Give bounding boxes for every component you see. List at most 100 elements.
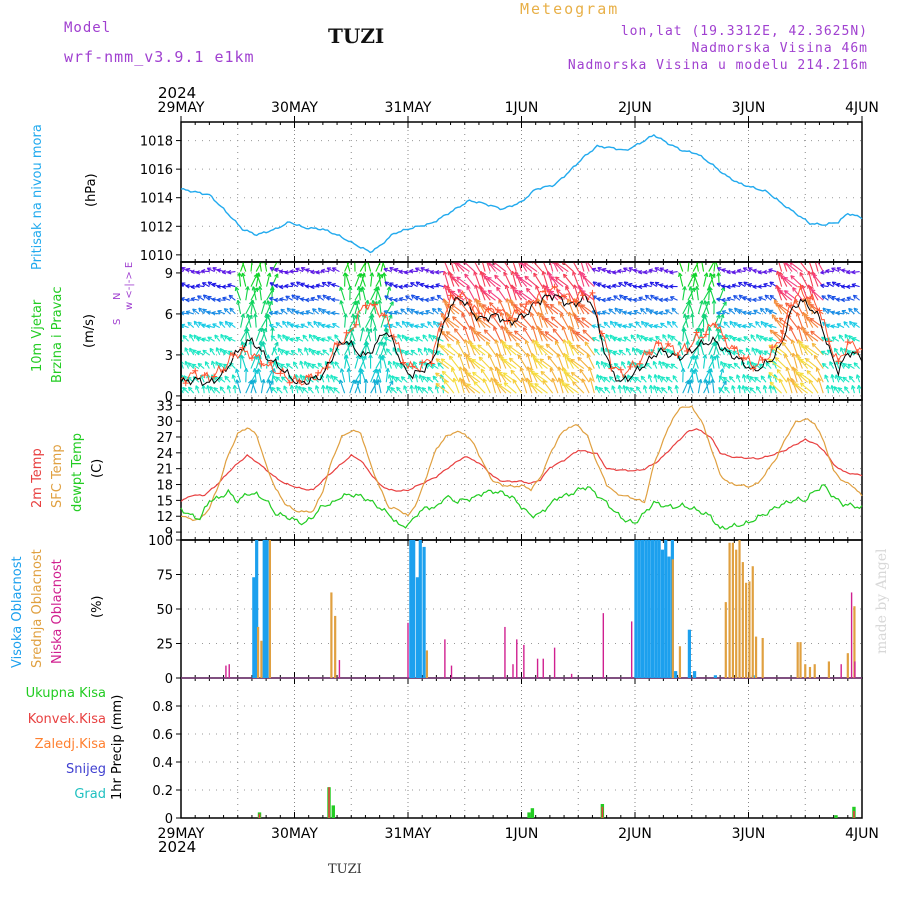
wind-arrow xyxy=(359,327,364,342)
cloud-ytick-label: 50 xyxy=(156,603,173,618)
wind-arrow xyxy=(797,355,809,369)
wind-arrow-head xyxy=(685,340,691,345)
wind-arrow xyxy=(311,363,319,370)
temperature-ytick-label: 12 xyxy=(156,510,173,525)
wind-arrow-head xyxy=(837,387,843,392)
cloud-low-bar xyxy=(444,639,446,678)
wind-arrow xyxy=(276,386,283,394)
wind-arrow-head xyxy=(365,327,371,332)
wind-arrow-head xyxy=(758,363,764,368)
wind-arrow-head xyxy=(458,366,464,371)
wind-arrow-head xyxy=(185,267,191,273)
wind-arrow-head xyxy=(750,334,755,339)
wind-arrow-head xyxy=(500,325,505,330)
wind-arrow xyxy=(596,312,605,315)
wind-arrow-head xyxy=(382,341,387,346)
wind-arrow-head xyxy=(260,379,266,384)
wind-arrow xyxy=(396,386,403,394)
wind-arrow xyxy=(851,271,860,274)
wind-arrow xyxy=(290,350,299,356)
wind-arrow xyxy=(375,262,381,272)
wind-arrow-head xyxy=(424,297,429,303)
wind-arrow xyxy=(572,262,580,272)
wind-arrow-head xyxy=(561,325,567,331)
wind-arrow xyxy=(440,358,455,370)
wind-arrow xyxy=(514,330,528,342)
wind-arrow-head xyxy=(326,324,331,329)
wind-arrow-head xyxy=(847,363,852,369)
wind-arrow xyxy=(588,366,595,383)
wind-arrow-head xyxy=(729,320,734,326)
wind-arrow xyxy=(523,327,533,342)
wind-arrow xyxy=(280,363,288,370)
wind-arrow-head xyxy=(561,366,567,372)
wind-arrow xyxy=(638,297,647,301)
wind-arrow xyxy=(203,294,210,301)
wind-arrow-head xyxy=(417,386,422,391)
wind-arrow-head xyxy=(302,334,307,340)
wind-arrow xyxy=(734,307,741,315)
wind-arrow-head xyxy=(226,385,232,390)
wind-arrow-head xyxy=(532,354,537,360)
wind-arrow-head xyxy=(206,324,211,329)
wind-arrow xyxy=(703,272,708,287)
wind-arrow-head xyxy=(299,310,305,316)
wind-arrow-head xyxy=(334,361,339,366)
wind-arrow xyxy=(853,362,861,369)
wind-arrow xyxy=(577,302,590,315)
wind-arrow-head xyxy=(431,307,437,313)
wind-arrow xyxy=(466,285,476,301)
wind-arrow xyxy=(245,286,249,301)
wind-arrow-head xyxy=(617,384,623,390)
wind-arrow-head xyxy=(412,361,418,366)
wind-arrow xyxy=(219,348,226,356)
wind-arrow-head xyxy=(758,350,764,355)
wind-arrow xyxy=(449,273,460,287)
wind-gust-marker xyxy=(655,340,662,347)
cloud-high-bar xyxy=(660,549,665,678)
wind-arrow xyxy=(802,312,809,328)
wind-arrow xyxy=(858,385,861,394)
wind-arrow xyxy=(811,342,824,356)
pressure-line xyxy=(180,134,863,254)
precip-total-bar xyxy=(527,812,531,818)
wind-arrow xyxy=(212,323,221,329)
wind-arrow-head xyxy=(292,361,298,366)
wind-arrow xyxy=(515,342,528,356)
wind-arrow xyxy=(689,286,694,301)
wind-arrow xyxy=(543,300,554,315)
wind-arrow-head xyxy=(799,340,804,346)
wind-arrow xyxy=(413,361,418,369)
wind-arrow-head xyxy=(354,379,360,384)
wind-arrow xyxy=(691,313,694,328)
wind-arrow xyxy=(827,294,834,301)
wind-arrow xyxy=(727,363,736,370)
wind-arrow-head xyxy=(815,367,821,372)
cloud-mid-bar xyxy=(330,592,333,678)
wind-arrow-head xyxy=(387,385,392,391)
cloud-high-bar xyxy=(409,540,413,678)
wind-arrow xyxy=(281,349,288,356)
wind-arrow xyxy=(257,368,262,383)
wind-arrow xyxy=(540,312,549,328)
wind-arrow xyxy=(737,337,746,342)
wind-arrow-head xyxy=(282,334,287,339)
precip-conv-bar xyxy=(258,813,261,818)
wind-arrow-head xyxy=(536,298,541,303)
wind-arrow xyxy=(738,281,746,288)
wind-arrow xyxy=(534,340,543,356)
wind-arrow-head xyxy=(723,321,728,326)
wind-arrow xyxy=(649,281,658,288)
wind-arrow xyxy=(293,361,299,369)
wind-arrow-head xyxy=(573,284,578,289)
wind-arrow-head xyxy=(190,284,195,290)
wind-arrow-head xyxy=(629,387,635,392)
wind-arrow-head xyxy=(769,294,775,300)
wind-arrow-head xyxy=(820,350,826,355)
wind-arrow xyxy=(209,386,216,394)
wind-gust-marker xyxy=(693,329,700,336)
wind-arrow xyxy=(229,307,236,315)
wind-arrow xyxy=(716,312,725,315)
wind-arrow-head xyxy=(572,312,577,317)
